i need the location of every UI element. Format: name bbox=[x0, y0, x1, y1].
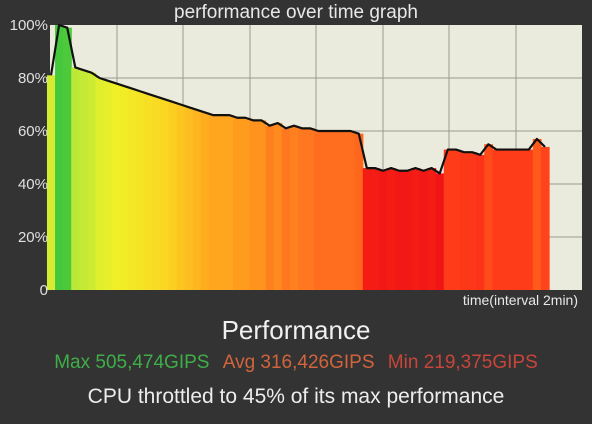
performance-bar bbox=[524, 149, 534, 290]
performance-bar bbox=[459, 152, 469, 290]
performance-bar bbox=[508, 149, 518, 290]
max-stat: Max 505,474GIPS bbox=[54, 352, 210, 373]
performance-bar bbox=[225, 115, 234, 290]
performance-bar bbox=[484, 144, 493, 290]
performance-bars bbox=[46, 25, 550, 291]
performance-bar bbox=[330, 131, 340, 290]
performance-bar bbox=[451, 149, 461, 290]
performance-bar bbox=[346, 131, 356, 290]
y-tick-label: 80% bbox=[18, 70, 48, 87]
y-axis-ticks: 0 20% 40% 60% 80% 100% bbox=[10, 17, 48, 299]
y-tick-label: 20% bbox=[18, 229, 48, 246]
performance-bar bbox=[395, 170, 404, 290]
performance-bar bbox=[411, 168, 421, 290]
performance-bar bbox=[103, 80, 113, 291]
y-tick-label: 100% bbox=[10, 17, 48, 34]
performance-bar bbox=[168, 101, 178, 290]
performance-bar bbox=[403, 170, 412, 290]
stats-row: Max 505,474GIPS Avg 316,426GIPS Min 219,… bbox=[0, 352, 592, 374]
performance-bar bbox=[87, 72, 97, 290]
performance-bar bbox=[435, 173, 445, 290]
performance-bar bbox=[419, 170, 429, 290]
performance-bar bbox=[500, 149, 510, 290]
performance-bar bbox=[217, 115, 226, 290]
performance-bar bbox=[338, 131, 348, 290]
performance-bar bbox=[200, 112, 210, 290]
performance-bar bbox=[516, 149, 526, 290]
performance-bar bbox=[314, 131, 323, 290]
performance-bar bbox=[322, 131, 331, 290]
performance-bar bbox=[273, 123, 283, 290]
performance-bar bbox=[152, 96, 161, 290]
y-tick-label: 0 bbox=[40, 282, 48, 299]
performance-bar bbox=[281, 128, 291, 290]
performance-bar bbox=[160, 99, 170, 290]
performance-bar bbox=[354, 133, 364, 290]
performance-bar bbox=[378, 170, 388, 290]
performance-bar bbox=[95, 78, 105, 290]
performance-bar bbox=[289, 125, 299, 290]
performance-bar bbox=[119, 85, 129, 290]
performance-line bbox=[49, 23, 546, 175]
performance-bar bbox=[136, 91, 145, 290]
performance-bar bbox=[532, 138, 542, 290]
y-tick-label: 60% bbox=[18, 123, 48, 140]
performance-bar bbox=[265, 125, 275, 290]
chart-title: performance over time graph bbox=[174, 2, 418, 23]
performance-bar bbox=[176, 104, 186, 290]
performance-bar bbox=[468, 152, 477, 290]
performance-heading: Performance bbox=[221, 315, 371, 345]
performance-bar bbox=[492, 149, 502, 290]
performance-bar bbox=[184, 107, 194, 291]
avg-stat: Avg 316,426GIPS bbox=[222, 352, 375, 373]
performance-bar bbox=[111, 83, 121, 290]
performance-bar bbox=[208, 115, 218, 290]
performance-bar bbox=[249, 120, 259, 291]
performance-bar bbox=[144, 93, 153, 291]
performance-bar bbox=[192, 109, 202, 290]
performance-bar bbox=[233, 117, 242, 290]
performance-bar bbox=[476, 154, 485, 290]
performance-bar bbox=[257, 120, 267, 291]
performance-bar bbox=[241, 117, 251, 290]
performance-bar bbox=[71, 67, 80, 291]
performance-bar bbox=[427, 168, 437, 290]
performance-bar bbox=[79, 70, 89, 290]
performance-bar bbox=[443, 149, 453, 290]
performance-bar bbox=[387, 168, 396, 290]
performance-bar bbox=[127, 88, 137, 290]
performance-bar bbox=[540, 146, 550, 290]
performance-bar bbox=[362, 168, 372, 290]
performance-bar bbox=[370, 168, 380, 290]
x-axis-label: time(interval 2min) bbox=[463, 292, 578, 308]
performance-bar bbox=[298, 128, 307, 290]
performance-bar bbox=[55, 25, 64, 290]
performance-bar bbox=[63, 27, 72, 291]
y-tick-label: 40% bbox=[18, 176, 48, 193]
throttle-message: CPU throttled to 45% of its max performa… bbox=[87, 385, 505, 408]
min-stat: Min 219,375GIPS bbox=[387, 352, 538, 373]
performance-bar bbox=[306, 128, 315, 290]
performance-bar bbox=[46, 75, 56, 290]
